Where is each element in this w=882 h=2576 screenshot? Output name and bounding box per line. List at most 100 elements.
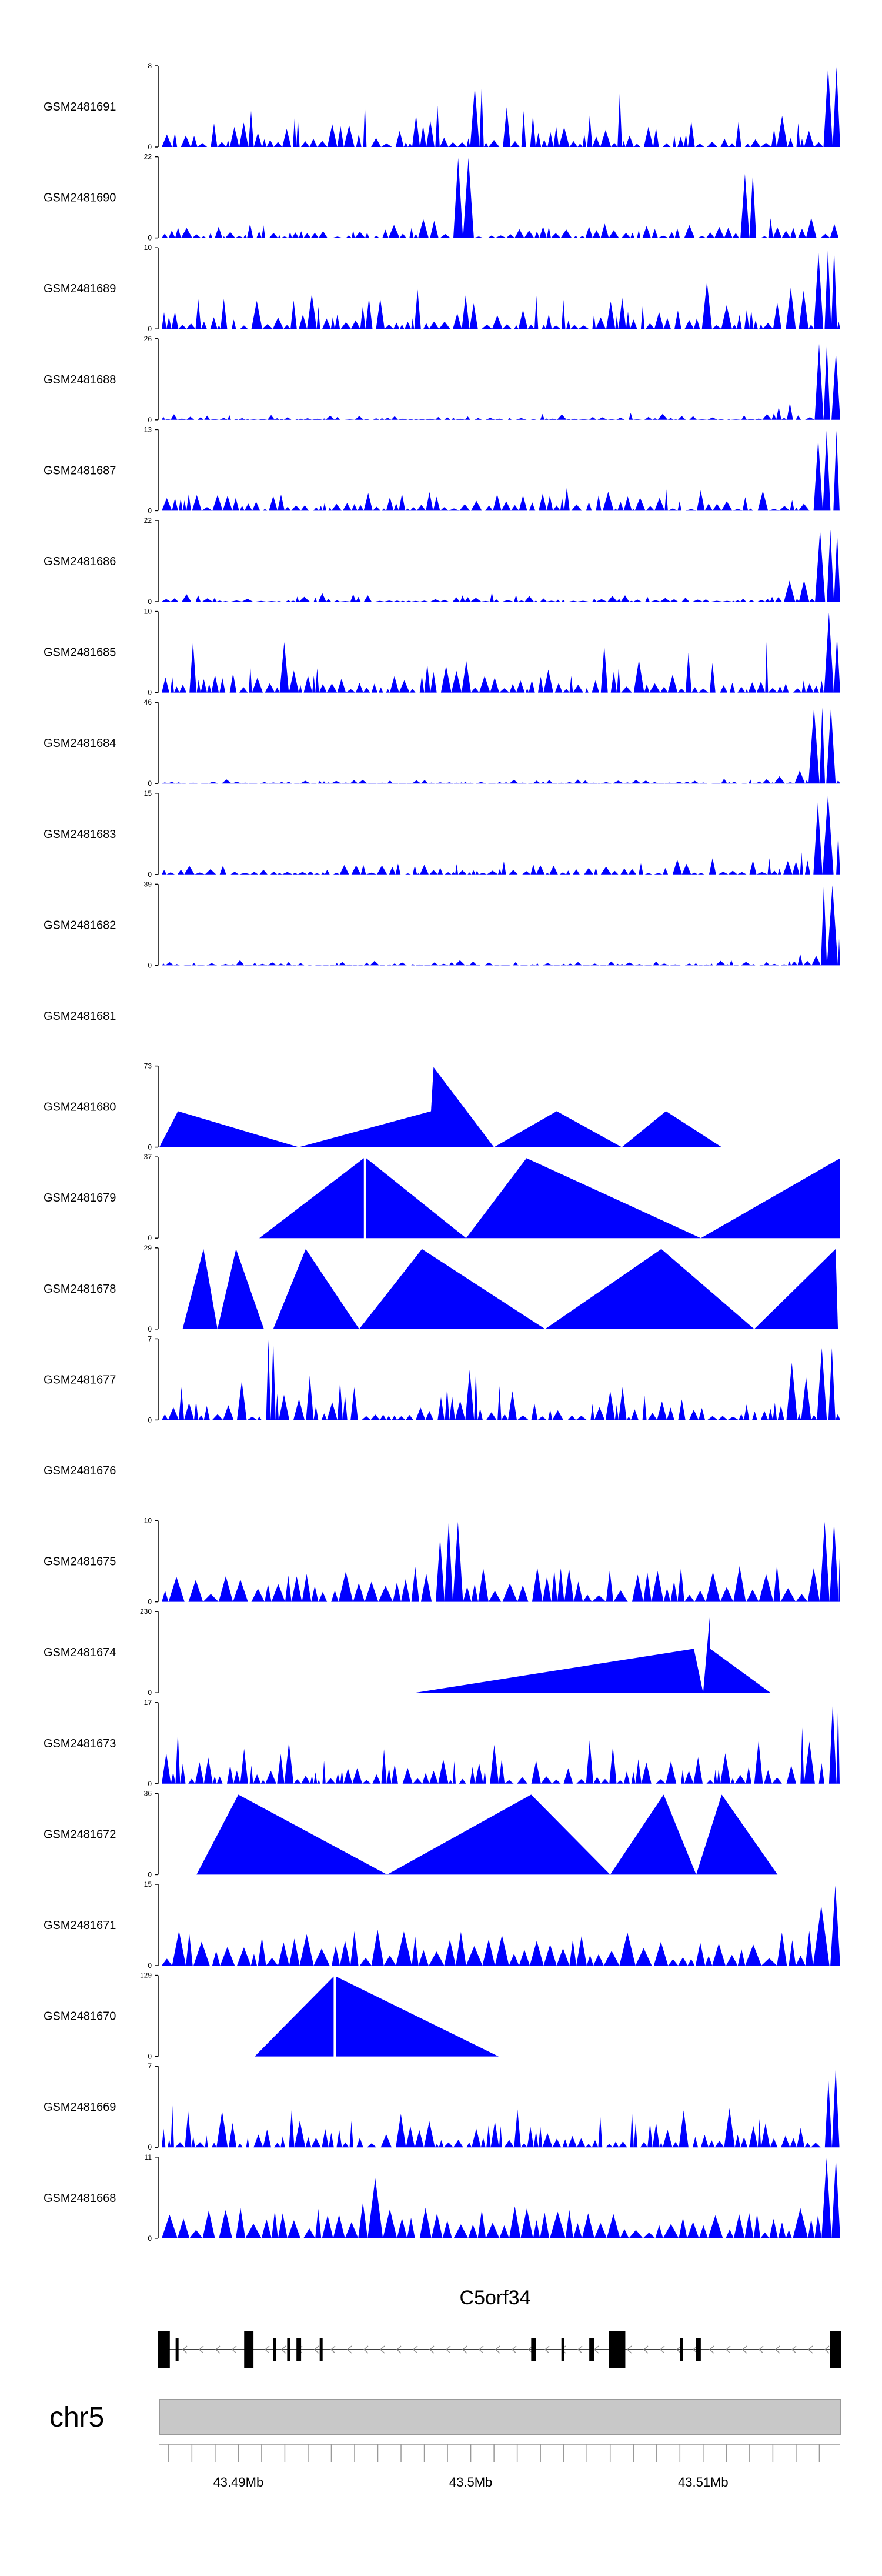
chromosome-band <box>159 2399 841 2435</box>
track-GSM2481675: GSM2481675 10 0 <box>44 1517 840 1606</box>
y-tick-label-max: 17 <box>144 1699 152 1707</box>
chromosome-label: chr5 <box>49 2402 104 2433</box>
track-GSM2481688: GSM2481688 26 0 <box>44 335 840 424</box>
y-tick-label-min: 0 <box>148 506 152 515</box>
y-tick-label-max: 26 <box>144 335 152 343</box>
track-GSM2481670: GSM2481670 129 0 <box>44 1971 499 2061</box>
y-tick-label-min: 0 <box>148 1325 152 1333</box>
coverage-area <box>159 529 840 602</box>
track-label: GSM2481684 <box>44 737 116 750</box>
coverage-area <box>159 1340 840 1420</box>
track-label: GSM2481677 <box>44 1373 116 1386</box>
strand-arrow <box>643 2345 649 2354</box>
exon-cds-4 <box>830 2331 841 2368</box>
track-label: GSM2481671 <box>44 1919 116 1932</box>
track-GSM2481690: GSM2481690 22 0 <box>44 153 840 242</box>
coordinate-axis: 43.49Mb 43.5Mb 43.51Mb <box>159 2444 840 2490</box>
track-label: GSM2481691 <box>44 101 116 114</box>
coverage-area <box>159 343 840 420</box>
track-GSM2481691: GSM2481691 8 0 <box>44 62 840 151</box>
strand-arrow <box>462 2345 467 2354</box>
strand-arrow <box>775 2345 780 2354</box>
track-label: GSM2481670 <box>44 2010 116 2023</box>
coverage-segment-1 <box>259 1158 364 1239</box>
track-label: GSM2481687 <box>44 464 116 477</box>
track-GSM2481684: GSM2481684 46 0 <box>44 698 840 788</box>
track-GSM2481671: GSM2481671 15 0 <box>44 1880 840 1970</box>
y-tick-label-max: 10 <box>144 243 152 252</box>
exon-cds-2 <box>244 2331 254 2368</box>
track-label: GSM2481680 <box>44 1101 116 1114</box>
gene-name-label: C5orf34 <box>460 2287 531 2309</box>
coverage-segment-4 <box>359 1249 546 1329</box>
coverage-area <box>159 794 840 875</box>
gene-track: C5orf34 <box>158 2287 841 2368</box>
exon-12 <box>680 2338 683 2361</box>
strand-arrow <box>330 2345 336 2354</box>
track-GSM2481687: GSM2481687 13 0 <box>44 425 840 515</box>
y-tick-label-min: 0 <box>148 1143 152 1152</box>
y-tick-label-max: 11 <box>145 2153 152 2161</box>
strand-arrow <box>791 2345 797 2354</box>
y-tick-label-min: 0 <box>148 2234 152 2243</box>
axis-tick-label: 43.51Mb <box>678 2475 729 2490</box>
coverage-area <box>159 2158 840 2238</box>
exon-7 <box>319 2338 323 2361</box>
y-tick-label-max: 230 <box>140 1607 152 1616</box>
coverage-area <box>159 67 840 147</box>
coverage-segment-2 <box>217 1249 264 1329</box>
y-tick-label-min: 0 <box>148 325 152 333</box>
exon-cds-1 <box>158 2331 170 2368</box>
coverage-segment-1 <box>196 1794 387 1875</box>
track-GSM2481672: GSM2481672 36 0 <box>44 1789 778 1878</box>
y-tick-label-min: 0 <box>148 598 152 606</box>
y-tick-label-min: 0 <box>148 1961 152 1970</box>
track-GSM2481674: GSM2481674 230 0 <box>44 1607 771 1697</box>
strand-arrow <box>594 2345 599 2354</box>
strand-arrow <box>544 2345 550 2354</box>
track-label: GSM2481669 <box>44 2101 116 2114</box>
exon-10 <box>589 2338 594 2361</box>
strand-arrow <box>709 2345 714 2354</box>
strand-arrow <box>363 2345 369 2354</box>
y-tick-label-min: 0 <box>148 234 152 242</box>
coverage-area <box>159 431 840 511</box>
y-tick-label-max: 7 <box>148 1334 152 1343</box>
coverage-segment-4 <box>696 1794 778 1875</box>
coverage-segment-1 <box>255 1976 334 2057</box>
track-label: GSM2481679 <box>44 1192 116 1204</box>
track-label: GSM2481673 <box>44 1737 116 1750</box>
strand-arrow <box>396 2345 402 2354</box>
y-tick-label-max: 37 <box>144 1153 152 1161</box>
y-tick-label-max: 10 <box>144 608 152 616</box>
coverage-segment-3 <box>429 1067 495 1147</box>
y-tick-label-max: 10 <box>144 1517 152 1525</box>
track-label: GSM2481683 <box>44 828 116 841</box>
y-tick-label-max: 39 <box>144 880 152 888</box>
coverage-segment-4 <box>700 1158 840 1239</box>
coverage-segment-2 <box>387 1794 610 1875</box>
strand-arrow <box>314 2345 319 2354</box>
y-tick-label-max: 129 <box>140 1971 152 1980</box>
track-GSM2481683: GSM2481683 15 0 <box>44 789 840 879</box>
exon-8 <box>531 2338 536 2361</box>
track-GSM2481673: GSM2481673 17 0 <box>44 1699 840 1788</box>
track-label: GSM2481674 <box>44 1646 116 1659</box>
strand-arrow <box>759 2345 764 2354</box>
y-tick-label-min: 0 <box>148 2143 152 2151</box>
coverage-area <box>159 158 840 238</box>
coverage-segment-1 <box>159 1111 299 1147</box>
track-label: GSM2481686 <box>44 555 116 568</box>
track-GSM2481677: GSM2481677 7 0 <box>44 1334 840 1424</box>
coverage-segment-4 <box>710 1649 771 1693</box>
track-GSM2481678: GSM2481678 29 0 <box>44 1244 838 1333</box>
strand-arrow <box>495 2345 500 2354</box>
coverage-area <box>159 249 840 329</box>
track-label: GSM2481689 <box>44 282 116 295</box>
track-GSM2481680: GSM2481680 73 0 <box>44 1062 722 1152</box>
strand-arrow <box>660 2345 665 2354</box>
coverage-segment-1 <box>182 1249 218 1329</box>
track-GSM2481681: GSM2481681 <box>44 1010 116 1023</box>
exon-2 <box>175 2338 179 2361</box>
